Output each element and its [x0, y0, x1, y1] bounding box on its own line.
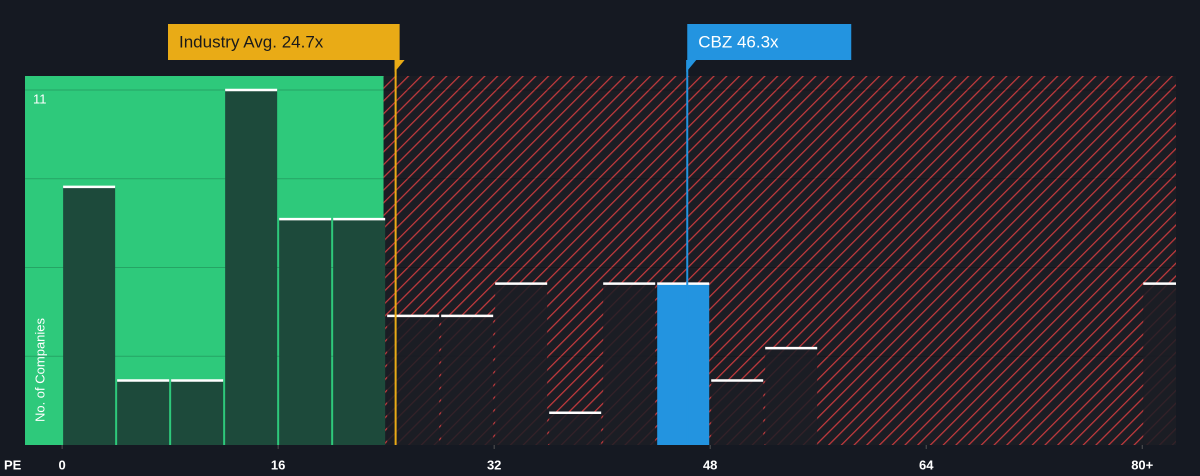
- bar: [765, 348, 818, 445]
- bar: [495, 283, 548, 445]
- industry-average-box: [168, 24, 400, 60]
- bar: [279, 219, 332, 445]
- x-tick-label: 16: [271, 457, 285, 472]
- x-tick-label: 80+: [1131, 457, 1153, 472]
- x-tick-label: 32: [487, 457, 501, 472]
- x-tick-label: 48: [703, 457, 717, 472]
- bar: [333, 219, 386, 445]
- bar: [441, 315, 494, 445]
- bar: [657, 283, 710, 445]
- overlay: 11 No. of Companies PE 0 16 32 48 64 80+ Industry…: [4, 24, 1154, 472]
- industry-average-label: Industry Avg. 24.7x: [179, 32, 324, 51]
- x-tick-label: 64: [919, 457, 934, 472]
- bar: [117, 380, 170, 445]
- bar: [63, 186, 116, 445]
- bar: [711, 380, 764, 445]
- y-tick-label: 11: [33, 91, 47, 106]
- bar: [549, 412, 602, 445]
- x-tick-label: 0: [59, 457, 66, 472]
- company-pointer: [686, 60, 697, 72]
- y-axis-label: No. of Companies: [32, 317, 47, 422]
- industry-average-pointer: [394, 60, 405, 72]
- plot-area: [25, 76, 1176, 445]
- bar: [1143, 283, 1176, 445]
- company-label: CBZ 46.3x: [698, 32, 779, 51]
- bar: [603, 283, 656, 445]
- bar: [171, 380, 224, 445]
- x-axis-label: PE: [4, 457, 22, 472]
- company-box: [687, 24, 852, 60]
- bar: [225, 90, 278, 445]
